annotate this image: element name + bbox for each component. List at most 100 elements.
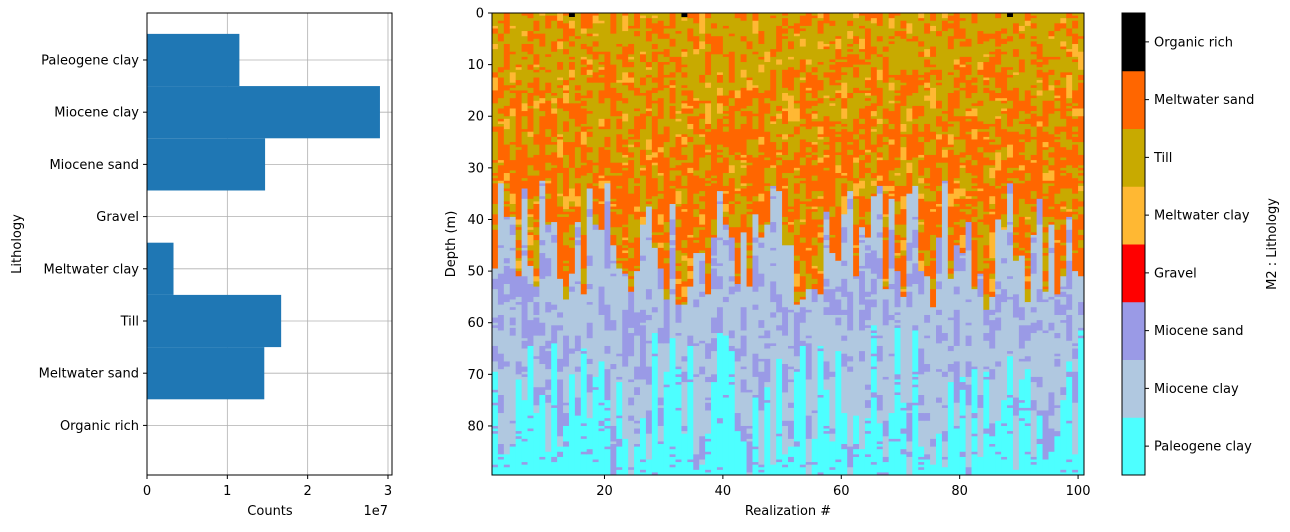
lithology-cell <box>527 428 534 432</box>
lithology-cell <box>693 253 700 300</box>
lithology-cell <box>995 149 1002 153</box>
lithology-cell <box>776 165 783 192</box>
lithology-cell <box>586 160 594 174</box>
lithology-cell <box>971 129 978 140</box>
lithology-cell <box>740 369 748 381</box>
lithology-cell <box>503 263 511 267</box>
lithology-cell <box>823 13 830 24</box>
lithology-cell <box>764 224 771 331</box>
lithology-cell <box>1054 95 1061 99</box>
lithology-cell <box>574 366 582 373</box>
lithology-cell <box>1048 157 1055 166</box>
lithology-cell <box>811 72 819 76</box>
lithology-cell <box>853 278 860 417</box>
realizations-y-label: Depth (m) <box>444 211 459 278</box>
lithology-cell <box>634 139 641 143</box>
lithology-cell <box>805 147 813 153</box>
lithology-cell <box>728 227 736 239</box>
lithology-cell <box>1078 234 1085 241</box>
lithology-cell <box>716 162 724 192</box>
lithology-cell <box>811 142 819 146</box>
lithology-cell <box>782 420 789 427</box>
lithology-cell <box>859 108 866 120</box>
lithology-cell <box>793 312 801 357</box>
lithology-cell <box>752 464 759 476</box>
lithology-cell <box>965 74 973 81</box>
lithology-cell <box>545 183 552 195</box>
lithology-cell <box>817 237 825 244</box>
lithology-cell <box>793 441 801 448</box>
lithology-cell <box>663 25 671 29</box>
lithology-cell <box>616 152 623 164</box>
lithology-cell <box>657 38 665 53</box>
lithology-cell <box>918 183 925 195</box>
lithology-cell <box>1018 410 1026 419</box>
lithology-cell <box>995 420 1002 453</box>
lithology-cell <box>645 116 653 140</box>
lithology-cell <box>947 13 955 17</box>
lithology-cell <box>835 49 842 60</box>
lithology-cell <box>894 15 901 32</box>
lithology-cell <box>882 420 890 437</box>
lithology-cell <box>492 224 499 231</box>
lithology-cell <box>722 173 730 187</box>
lithology-cell <box>740 366 748 370</box>
lithology-cell <box>989 90 996 102</box>
lithology-cell <box>983 214 990 226</box>
lithology-cell <box>847 356 854 362</box>
lithology-cell <box>853 139 860 159</box>
lithology-cell <box>527 415 534 419</box>
lithology-cell <box>598 103 605 120</box>
lithology-cell <box>782 245 789 308</box>
lithology-cell <box>900 85 907 107</box>
lithology-cell <box>788 348 795 368</box>
lithology-cell <box>681 431 688 435</box>
lithology-cell <box>1007 178 1014 182</box>
lithology-cell <box>515 260 523 270</box>
lithology-cell <box>859 25 866 29</box>
lithology-cell <box>497 126 505 161</box>
lithology-cell <box>557 214 564 218</box>
lithology-cell <box>1048 134 1055 148</box>
lithology-cell <box>497 304 505 316</box>
lithology-cell <box>1060 472 1067 476</box>
lithology-cell <box>551 93 558 97</box>
lithology-cell <box>651 87 659 94</box>
lithology-cell <box>930 234 937 251</box>
lithology-cell <box>1001 108 1008 112</box>
lithology-cell <box>705 237 712 249</box>
lithology-cell <box>580 59 588 66</box>
lithology-cell <box>983 366 990 370</box>
lithology-cell <box>924 276 931 316</box>
lithology-cell <box>989 314 996 321</box>
lithology-cell <box>847 467 854 476</box>
lithology-cell <box>663 299 671 344</box>
lithology-cell <box>634 95 641 109</box>
lithology-cell <box>1066 423 1073 461</box>
lithology-cell <box>864 237 872 246</box>
lithology-cell <box>918 175 925 179</box>
lithology-cell <box>592 462 600 476</box>
lithology-cell <box>959 188 967 197</box>
lithology-cell <box>681 162 688 177</box>
lithology-cell <box>539 33 546 48</box>
lithology-cell <box>799 59 807 73</box>
lithology-cell <box>604 425 611 430</box>
lithology-cell <box>1042 291 1049 300</box>
lithology-cell <box>616 134 623 153</box>
lithology-cell <box>604 400 611 409</box>
lithology-cell <box>497 20 505 24</box>
lithology-cell <box>1018 139 1026 143</box>
lithology-cell <box>515 13 523 66</box>
lithology-cell <box>734 276 742 285</box>
lithology-cell <box>770 56 777 71</box>
lithology-cell <box>586 136 594 148</box>
lithology-cell <box>563 366 570 404</box>
lithology-cell <box>645 299 653 316</box>
lithology-cell <box>1036 13 1044 45</box>
lithology-cell <box>835 142 842 153</box>
lithology-cell <box>1066 376 1073 422</box>
lithology-cell <box>918 116 925 133</box>
lithology-cell <box>770 165 777 169</box>
lithology-cell <box>995 93 1002 99</box>
